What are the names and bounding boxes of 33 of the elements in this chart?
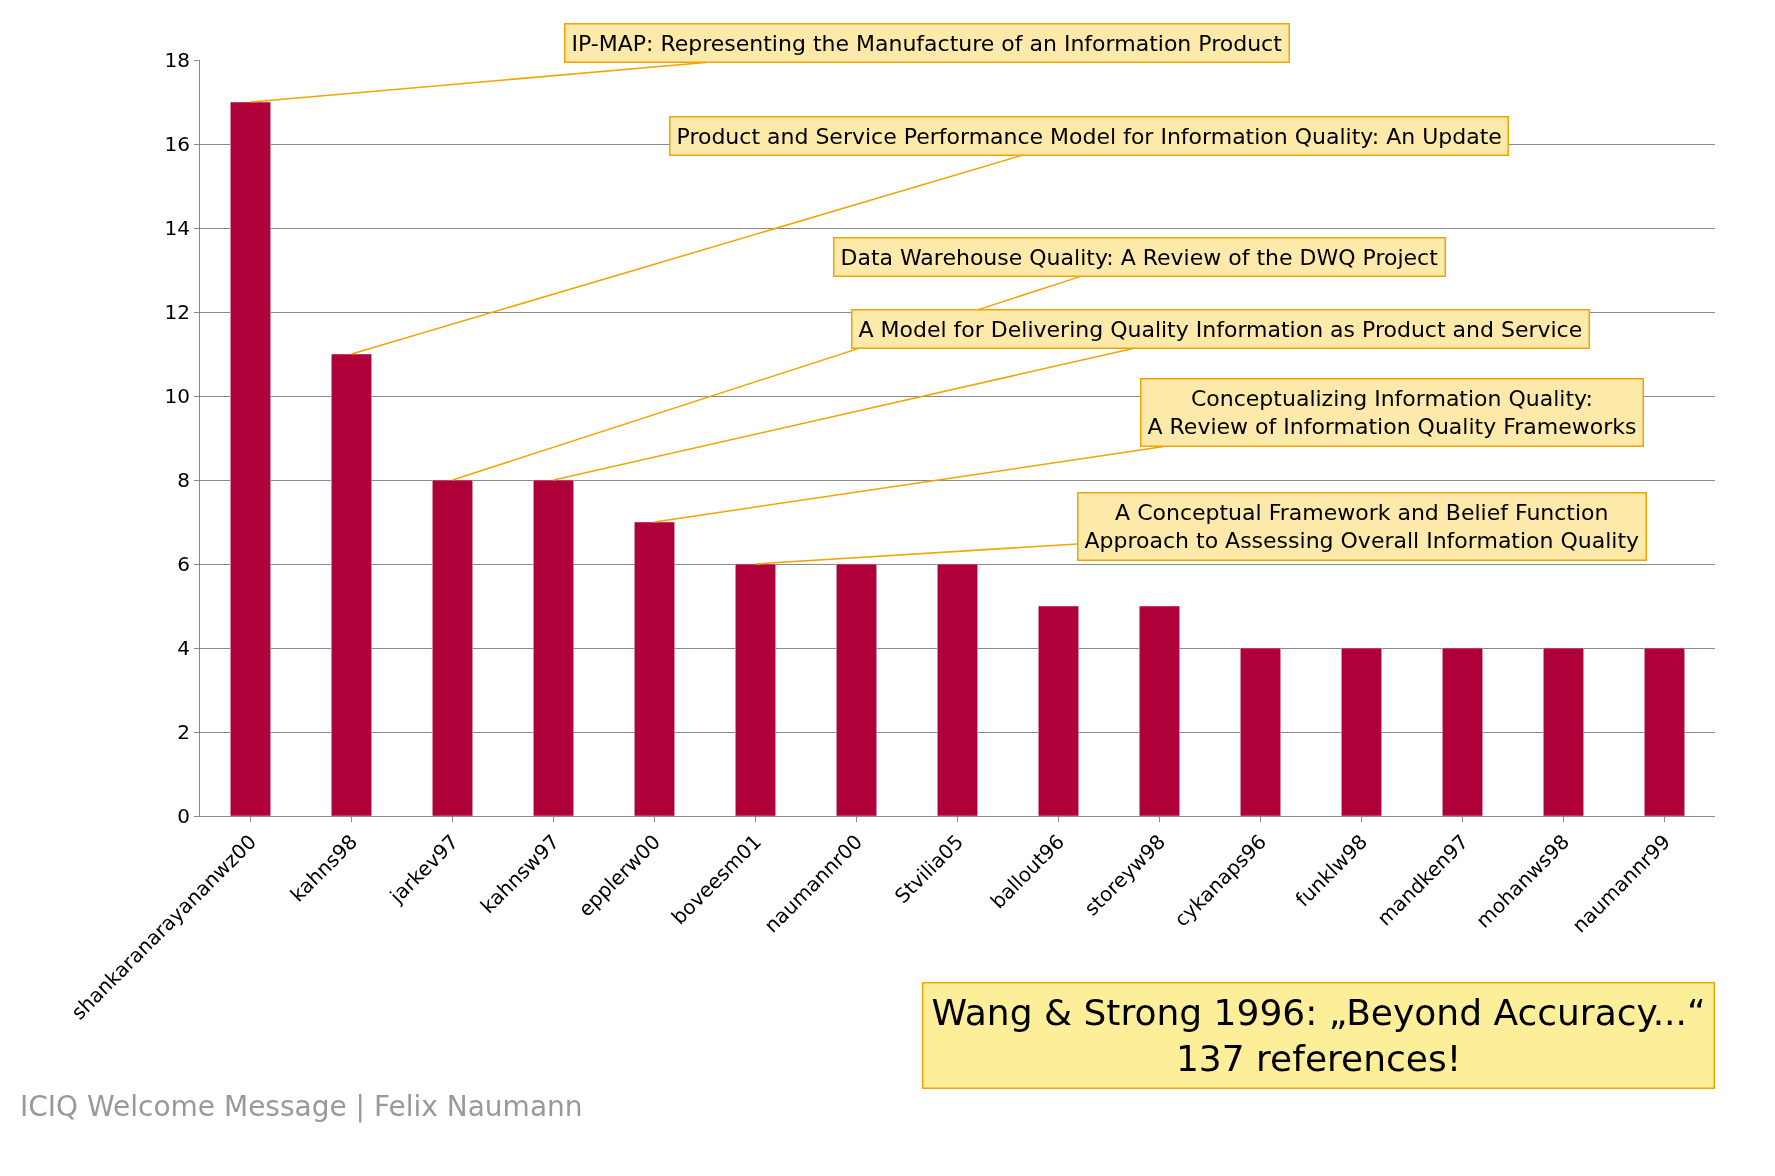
y-tick-label: 2: [177, 720, 190, 744]
bar: [1038, 605, 1079, 816]
y-tick-label: 4: [177, 636, 190, 660]
bar: [937, 563, 978, 816]
bar: [1139, 605, 1180, 816]
bar: [533, 479, 574, 816]
bar: [634, 521, 675, 816]
bar: [836, 563, 877, 816]
y-tick-label: 16: [164, 132, 190, 156]
bar: [1543, 647, 1584, 816]
y-tick-label: 14: [164, 216, 190, 240]
text: Wang & Strong 1996: „Beyond Accuracy...“ 137 references!: [931, 991, 1706, 1080]
annotation: Data Warehouse Quality: A Review of the DWQ Project: [840, 244, 1439, 270]
y-tick-label: 18: [164, 48, 190, 72]
bar: [1442, 647, 1483, 816]
annotation: Product and Service Performance Model for Information Quality: An Update: [676, 123, 1502, 149]
bar: [432, 479, 473, 816]
text: ICIQ Welcome Message | Felix Naumann: [20, 1090, 583, 1123]
y-tick-label: 6: [177, 552, 190, 576]
bar: [1644, 647, 1685, 816]
bar: [331, 353, 372, 816]
annotation: A Model for Delivering Quality Information as Product and Service: [858, 316, 1583, 342]
y-tick-label: 0: [177, 804, 190, 828]
y-tick-label: 12: [164, 300, 190, 324]
bar: [230, 101, 271, 816]
annotation: A Conceptual Framework and Belief Function Approach to Assessing Overall Information Quality: [1084, 499, 1640, 554]
annotation: Conceptualizing Information Quality: A Review of Information Quality Frameworks: [1147, 385, 1637, 440]
y-tick-label: 8: [177, 468, 190, 492]
y-tick-label: 10: [164, 384, 190, 408]
bar: [1341, 647, 1382, 816]
bar: [735, 563, 776, 816]
annotation: IP-MAP: Representing the Manufacture of an Information Product: [571, 30, 1283, 56]
bar: [1240, 647, 1281, 816]
